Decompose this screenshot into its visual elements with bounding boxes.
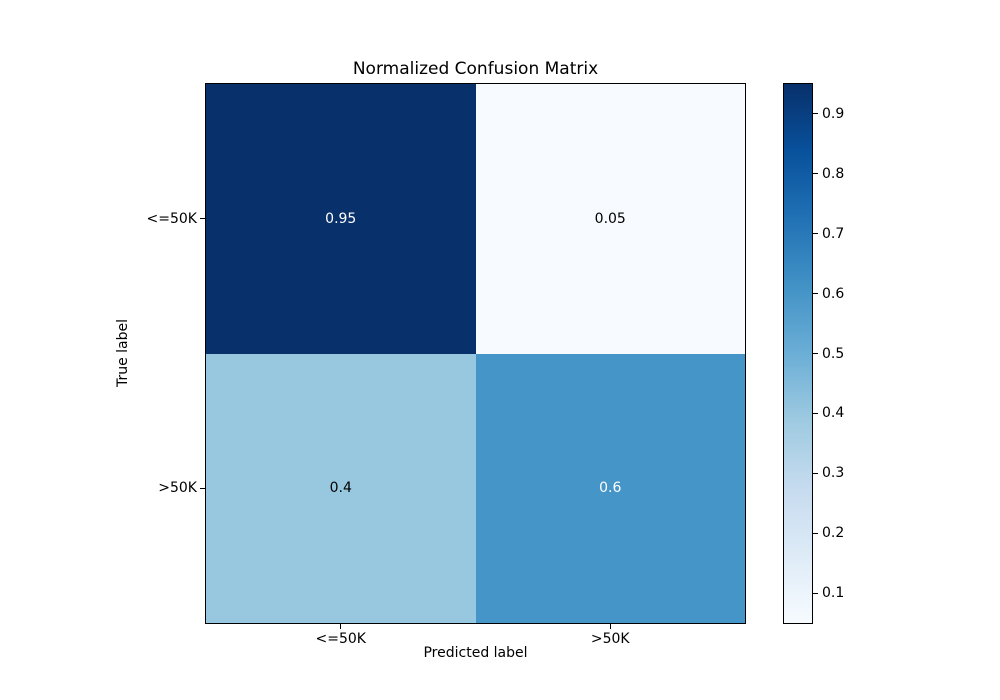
heatmap-cell-r1c0: 0.4: [206, 353, 476, 623]
colorbar-tick-label: 0.9: [822, 105, 845, 122]
colorbar-tick-mark: [813, 113, 818, 115]
colorbar-tick-label: 0.1: [822, 585, 845, 602]
chart-title: Normalized Confusion Matrix: [352, 59, 599, 79]
x-tick-label: <=50K: [315, 631, 366, 647]
cell-value-label: 0.05: [594, 210, 626, 227]
colorbar-tick-mark: [813, 472, 818, 474]
x-tick-mark: [609, 624, 611, 629]
colorbar-tick-label: 0.4: [822, 405, 845, 422]
colorbar-tick-mark: [813, 173, 818, 175]
y-tick-mark: [200, 218, 205, 220]
heatmap-cell-r0c0: 0.95: [206, 84, 476, 354]
colorbar-tick-mark: [813, 233, 818, 235]
colorbar-tick-label: 0.5: [822, 345, 845, 362]
y-axis-label: True label: [115, 318, 131, 388]
cell-value-label: 0.4: [329, 480, 352, 497]
colorbar-tick-label: 0.2: [822, 525, 845, 542]
colorbar-tick-label: 0.8: [822, 165, 845, 182]
x-axis-label: Predicted label: [423, 645, 528, 661]
x-tick-mark: [340, 624, 342, 629]
colorbar-tick-mark: [813, 592, 818, 594]
colorbar-tick-mark: [813, 412, 818, 414]
cell-value-label: 0.6: [599, 480, 622, 497]
heatmap-plot: 0.95 0.05 0.4 0.6: [205, 83, 746, 624]
colorbar-tick-mark: [813, 532, 818, 534]
x-tick-label: >50K: [590, 631, 630, 647]
colorbar-tick-mark: [813, 293, 818, 295]
colorbar-tick-label: 0.7: [822, 225, 845, 242]
heatmap-cell-r1c1: 0.6: [475, 353, 745, 623]
colorbar-tick-label: 0.3: [822, 465, 845, 482]
y-tick-mark: [200, 487, 205, 489]
cell-value-label: 0.95: [325, 210, 357, 227]
heatmap-cell-r0c1: 0.05: [475, 84, 745, 354]
y-tick-label: <=50K: [146, 210, 197, 227]
colorbar-tick-mark: [813, 353, 818, 354]
colorbar: [783, 83, 813, 624]
colorbar-tick-label: 0.6: [822, 285, 845, 302]
y-tick-label: >50K: [158, 480, 197, 497]
